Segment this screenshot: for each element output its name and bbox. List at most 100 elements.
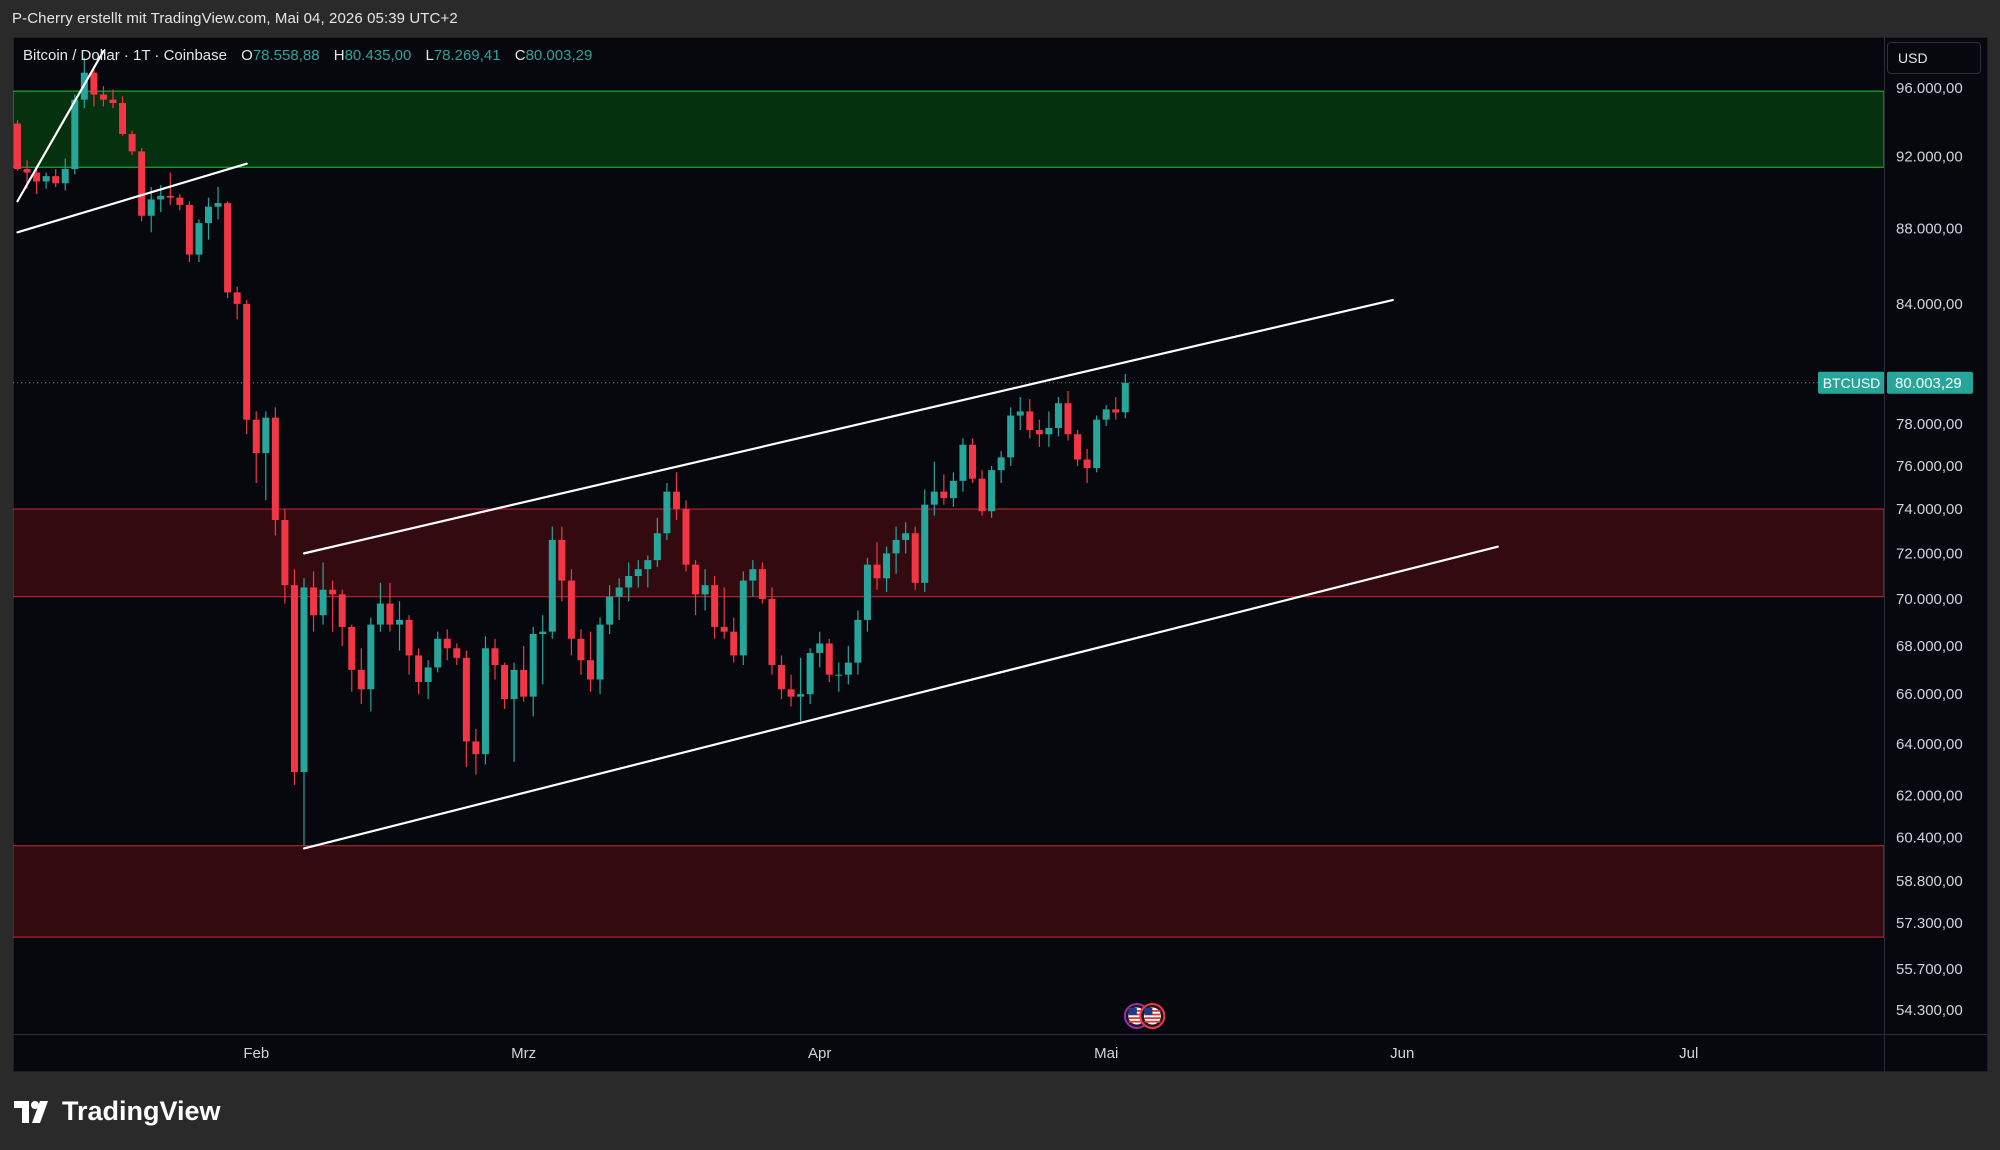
chart-attribution: P-Cherry erstellt mit TradingView.com, M…: [12, 10, 458, 27]
price-tick-label: 84.000,00: [1896, 296, 1963, 313]
candle-body-107: [1035, 430, 1043, 435]
candle-body-88: [854, 619, 862, 663]
candle-body-56: [548, 539, 556, 632]
candle-body-0: [14, 123, 21, 170]
candle-body-47: [462, 657, 470, 742]
price-tick-label: 66.000,00: [1896, 686, 1963, 703]
price-tick-label: 96.000,00: [1896, 80, 1963, 97]
candle-body-42: [415, 655, 423, 682]
candle-body-74: [720, 626, 728, 632]
price-tick-label: 57.300,00: [1896, 915, 1963, 932]
candle-body-55: [539, 631, 547, 635]
supply-zone-0: [13, 90, 1884, 168]
candle-body-49: [481, 648, 489, 755]
tradingview-logo[interactable]: TradingView: [14, 1096, 221, 1127]
candle-body-73: [711, 585, 719, 627]
candle-body-105: [1016, 411, 1024, 416]
candle-body-97: [940, 491, 948, 499]
time-tick-label: Apr: [808, 1045, 831, 1062]
candle-body-37: [367, 624, 375, 690]
candle-body-81: [787, 689, 795, 697]
trendline-2: [302, 298, 1394, 555]
candle-body-76: [739, 580, 747, 656]
demand-zone-2: [13, 845, 1884, 938]
last-price-value-bg: [1887, 371, 1973, 394]
currency-selector[interactable]: USD: [1887, 42, 1981, 74]
candle-body-45: [443, 638, 451, 649]
price-tick-label: 88.000,00: [1896, 221, 1963, 238]
candle-body-87: [844, 662, 852, 675]
candle-body-108: [1045, 427, 1053, 435]
candle-body-60: [587, 660, 594, 680]
time-tick-label: Mai: [1094, 1045, 1118, 1062]
candle-body-20: [205, 206, 212, 224]
legend-high-label: H: [333, 47, 345, 64]
legend-open-label: O: [241, 47, 253, 64]
candle-body-17: [176, 197, 184, 205]
tradingview-logo-text: TradingView: [62, 1096, 221, 1126]
candle-body-92: [892, 539, 900, 554]
last-price-value: 80.003,29: [1895, 375, 1962, 392]
candle-body-82: [797, 694, 805, 697]
time-tick-label: Jun: [1390, 1045, 1414, 1062]
candle-body-106: [1026, 411, 1034, 431]
candle-body-109: [1054, 403, 1062, 428]
price-axis-divider: [1884, 37, 1885, 1072]
candle-body-101: [978, 478, 986, 512]
candle-body-23: [233, 292, 241, 304]
candle-body-67: [653, 533, 661, 561]
price-tick-label: 55.700,00: [1896, 961, 1963, 978]
event-flag-stripe-1-2: [1144, 1017, 1161, 1019]
event-flag-stripe-1-3: [1144, 1020, 1161, 1023]
candle-body-16: [166, 195, 174, 198]
legend-low-value: 78.269,41: [433, 47, 501, 64]
candle-body-100: [969, 444, 976, 479]
candle-body-2: [33, 172, 41, 182]
candle-body-48: [472, 741, 480, 755]
candle-body-30: [300, 587, 308, 773]
candle-body-103: [997, 457, 1005, 471]
trendline-1: [16, 162, 248, 234]
candle-body-22: [224, 203, 232, 293]
event-flag-canton-1: [1144, 1008, 1153, 1015]
candle-body-53: [520, 669, 528, 697]
last-price-tag: BTCUSD 80.003,29: [1818, 371, 1973, 394]
candle-body-99: [959, 444, 967, 481]
candle-body-12: [128, 133, 136, 152]
candle-body-44: [434, 638, 442, 668]
candle-body-62: [606, 596, 614, 625]
candle-body-79: [768, 598, 776, 666]
candle-body-5: [61, 169, 69, 184]
legend-low-label: L: [425, 47, 434, 64]
price-tick-label: 76.000,00: [1896, 458, 1963, 475]
candle-body-115: [1112, 409, 1120, 413]
price-tick-label: 70.000,00: [1896, 591, 1963, 608]
candle-body-36: [357, 669, 365, 690]
candle-body-77: [749, 569, 757, 581]
demand-zone-1: [13, 508, 1884, 598]
legend-open-value: 78.558,88: [252, 47, 320, 64]
candle-body-9: [99, 94, 107, 100]
candle-body-63: [615, 587, 623, 597]
candle-body-90: [873, 564, 881, 579]
candle-body-111: [1074, 434, 1082, 460]
candle-body-113: [1093, 419, 1101, 469]
trendline-3: [302, 545, 1499, 850]
price-tick-label: 62.000,00: [1896, 787, 1963, 804]
candle-body-89: [863, 564, 871, 620]
candle-body-28: [281, 520, 289, 586]
candle-body-32: [319, 589, 327, 616]
candle-body-29: [290, 585, 298, 773]
legend-close-value: 80.003,29: [525, 47, 593, 64]
candle-body-6: [71, 99, 79, 170]
candle-body-52: [510, 669, 518, 700]
candle-body-24: [243, 303, 251, 420]
candle-body-41: [405, 619, 413, 656]
candle-body-39: [386, 603, 394, 625]
price-tick-label: 72.000,00: [1896, 545, 1963, 562]
plot-area: [13, 50, 1884, 938]
candle-body-64: [625, 576, 633, 588]
time-tick-label: Jul: [1679, 1045, 1698, 1062]
candle-body-15: [157, 195, 165, 200]
